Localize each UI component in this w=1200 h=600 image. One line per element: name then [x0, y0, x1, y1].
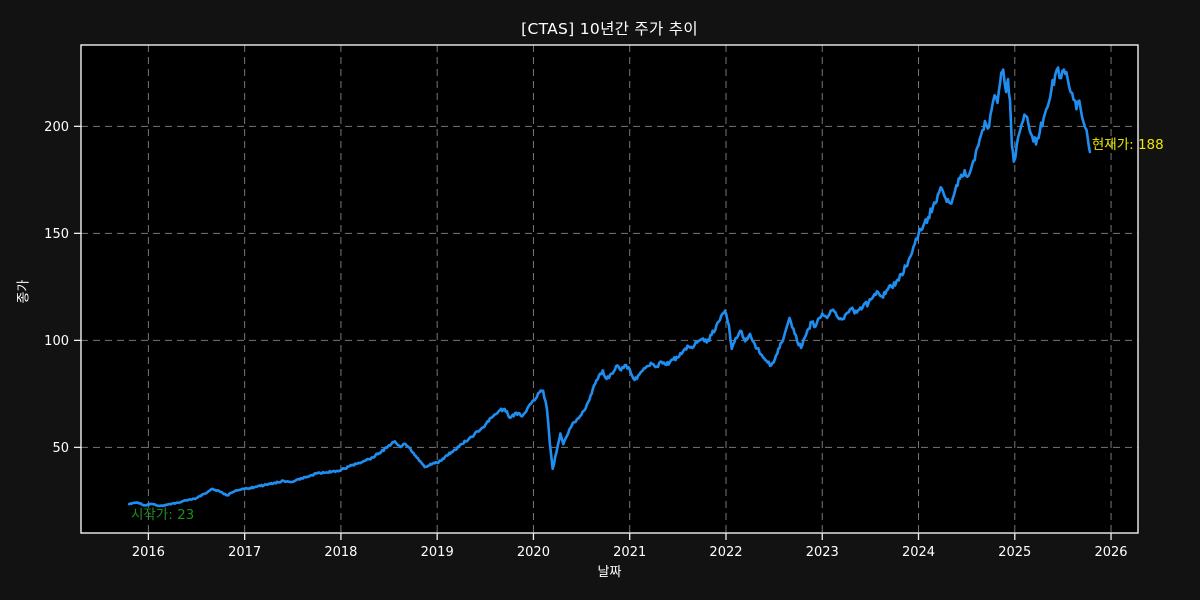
x-tick-label: 2018: [324, 545, 357, 560]
plot-border: [80, 44, 1139, 534]
y-tick-label: 200: [44, 120, 69, 135]
y-tick-label: 50: [52, 441, 69, 456]
x-tick-label: 2021: [613, 545, 646, 560]
y-tick-label: 150: [44, 227, 69, 242]
start-price-annotation: 시작가: 23: [130, 507, 195, 524]
y-tick-label: 100: [44, 334, 69, 349]
x-tick-label: 2023: [806, 545, 839, 560]
x-tick-label: 2020: [517, 545, 550, 560]
price-line: [127, 66, 1092, 508]
x-tick-label: 2016: [132, 545, 165, 560]
x-tick-label: 2024: [902, 545, 935, 560]
x-tick-label: 2017: [228, 545, 261, 560]
y-axis-label: 종가: [16, 279, 32, 304]
x-tick-label: 2026: [1094, 545, 1127, 560]
current-price-annotation: 현재가: 188: [1091, 137, 1164, 154]
x-tick-label: 2019: [421, 545, 454, 560]
x-tick-label: 2022: [709, 545, 742, 560]
chart-title: [CTAS] 10년간 주가 추이: [521, 20, 698, 38]
plot-area: [81, 45, 1138, 533]
x-tick-label: 2025: [998, 545, 1031, 560]
x-axis-label: 날짜: [597, 565, 622, 580]
